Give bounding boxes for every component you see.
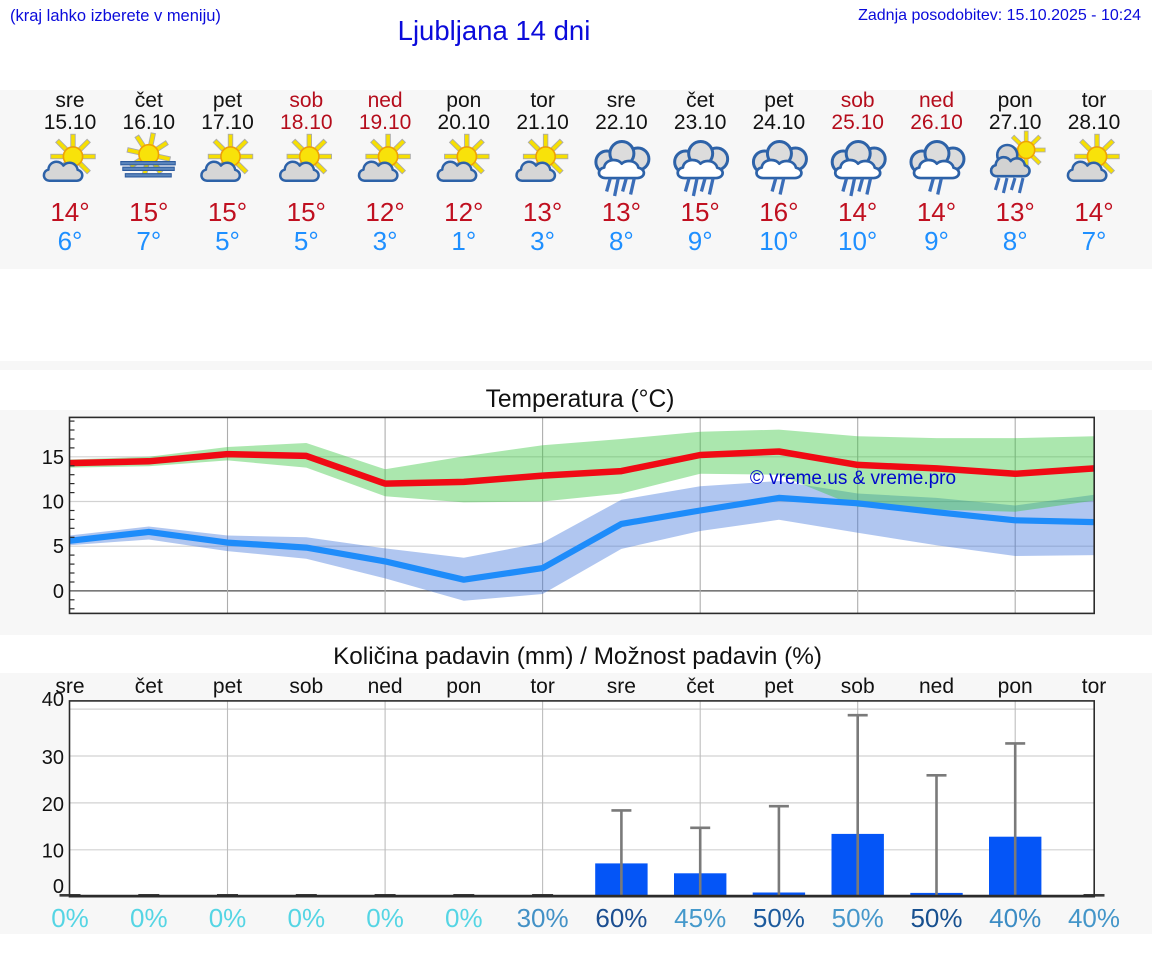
svg-text:pon: pon: [998, 675, 1033, 698]
svg-text:čet: čet: [686, 675, 714, 698]
svg-text:© vreme.us & vreme.pro: © vreme.us & vreme.pro: [750, 468, 956, 489]
svg-text:0%: 0%: [130, 903, 168, 933]
svg-text:40%: 40%: [989, 903, 1041, 933]
svg-text:ned: ned: [919, 675, 954, 698]
svg-text:50%: 50%: [753, 903, 805, 933]
svg-text:pon: pon: [446, 675, 481, 698]
svg-text:60%: 60%: [595, 903, 647, 933]
svg-text:tor: tor: [530, 675, 555, 698]
svg-text:15: 15: [42, 447, 64, 469]
svg-text:50%: 50%: [910, 903, 962, 933]
svg-text:0%: 0%: [445, 903, 483, 933]
svg-text:0%: 0%: [366, 903, 404, 933]
svg-text:čet: čet: [135, 675, 163, 698]
svg-text:30: 30: [42, 747, 64, 769]
svg-text:10: 10: [42, 492, 64, 514]
svg-text:5: 5: [53, 536, 64, 558]
svg-text:tor: tor: [1082, 675, 1107, 698]
svg-text:sre: sre: [607, 675, 636, 698]
svg-text:sob: sob: [289, 675, 323, 698]
svg-text:0: 0: [53, 876, 64, 898]
svg-text:0%: 0%: [209, 903, 247, 933]
svg-text:ned: ned: [368, 675, 403, 698]
svg-text:pet: pet: [213, 675, 242, 698]
svg-text:0%: 0%: [51, 903, 89, 933]
svg-text:40%: 40%: [1068, 903, 1120, 933]
svg-text:sre: sre: [55, 675, 84, 698]
svg-text:30%: 30%: [517, 903, 569, 933]
svg-text:pet: pet: [764, 675, 793, 698]
svg-text:50%: 50%: [832, 903, 884, 933]
svg-text:0%: 0%: [288, 903, 326, 933]
svg-text:sob: sob: [841, 675, 875, 698]
svg-text:20: 20: [42, 794, 64, 816]
svg-text:0: 0: [53, 581, 64, 603]
svg-text:40: 40: [42, 689, 64, 711]
svg-text:10: 10: [42, 841, 64, 863]
svg-text:45%: 45%: [674, 903, 726, 933]
